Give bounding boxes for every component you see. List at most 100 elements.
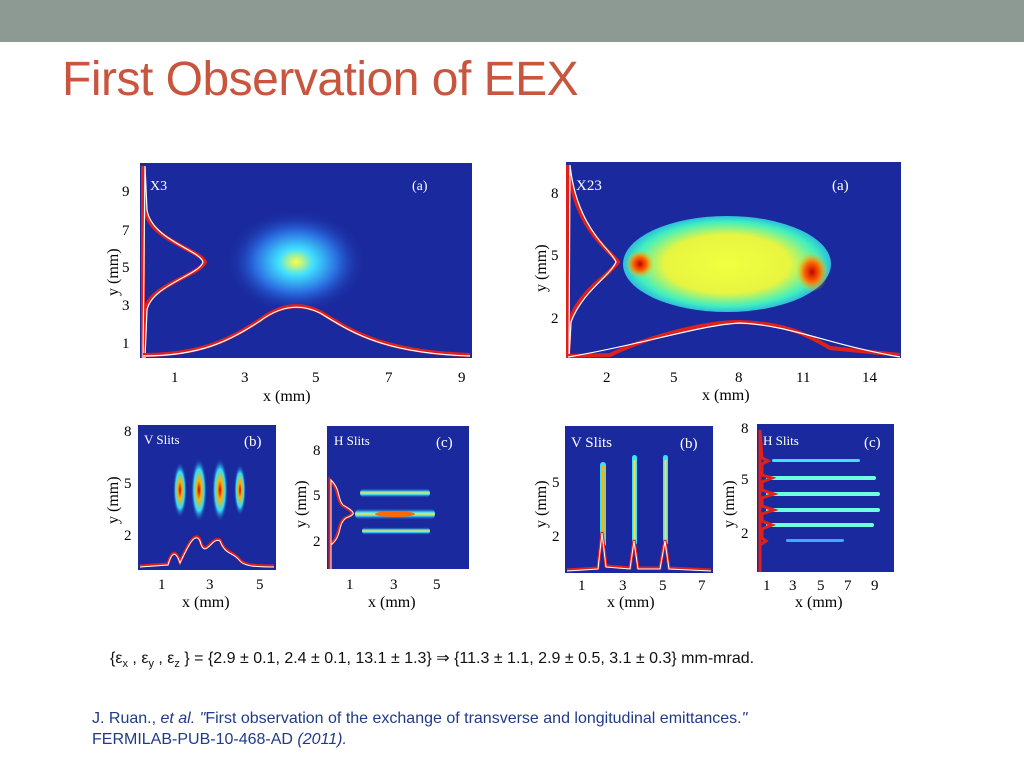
x-tick: 5 bbox=[256, 577, 264, 593]
panel-letter: (c) bbox=[864, 435, 881, 451]
y-ticks: 8 5 2 bbox=[313, 443, 321, 550]
ref-authors: J. Ruan., bbox=[92, 710, 157, 727]
y-axis-label: y (mm) bbox=[105, 248, 122, 296]
y-axis-label: y (mm) bbox=[533, 244, 550, 292]
y-tick: 3 bbox=[122, 298, 130, 314]
y-tick: 8 bbox=[551, 186, 559, 202]
x-profile bbox=[567, 319, 901, 358]
y-ticks: 9 7 5 3 1 bbox=[122, 184, 130, 352]
y-tick: 8 bbox=[741, 421, 749, 437]
y-axis-label: y (mm) bbox=[293, 480, 310, 528]
y-axis-label: y (mm) bbox=[533, 480, 550, 528]
slit-core bbox=[601, 465, 605, 543]
x-tick: 3 bbox=[206, 577, 214, 593]
x-tick: 5 bbox=[433, 577, 441, 593]
x-ticks: 1 3 5 7 bbox=[578, 578, 706, 594]
slit-image bbox=[766, 523, 874, 527]
y-tick: 5 bbox=[313, 488, 321, 504]
slit-core bbox=[633, 460, 636, 540]
eq-sep-1: , ε bbox=[127, 650, 149, 667]
figure-composite: X3 (a) 9 7 5 3 1 1 3 5 7 9 x (mm) y (mm)… bbox=[105, 162, 901, 611]
slit-image bbox=[766, 492, 880, 496]
slide-title: First Observation of EEX bbox=[62, 53, 579, 106]
screen-label: X3 bbox=[150, 179, 167, 194]
x-tick: 3 bbox=[241, 370, 249, 386]
x-axis-label: x (mm) bbox=[795, 594, 843, 611]
emittance-equation: {εx , εy , εz } = {2.9 ± 0.1, 2.4 ± 0.1,… bbox=[110, 648, 754, 670]
y-ticks: 8 5 2 bbox=[124, 424, 132, 544]
y-tick: 7 bbox=[122, 223, 130, 239]
plot-b-right: V Slits (b) 5 2 1 3 5 7 x (mm) y (mm) bbox=[533, 426, 713, 611]
x-tick: 3 bbox=[619, 578, 627, 594]
x-tick: 3 bbox=[789, 578, 797, 594]
y-tick: 8 bbox=[313, 443, 321, 459]
slit-image bbox=[234, 464, 246, 516]
panel-letter: (a) bbox=[412, 179, 428, 194]
slit-image bbox=[360, 488, 430, 498]
x-ticks: 1 3 5 bbox=[158, 577, 264, 593]
y-tick: 2 bbox=[124, 528, 132, 544]
y-tick: 5 bbox=[124, 476, 132, 492]
y-tick: 5 bbox=[551, 248, 559, 264]
panel-letter: (b) bbox=[244, 434, 262, 450]
ref-title: First observation of the exchange of tra… bbox=[205, 710, 742, 727]
y-tick: 2 bbox=[552, 529, 560, 545]
y-axis-label: y (mm) bbox=[105, 476, 122, 524]
x-tick: 14 bbox=[862, 370, 878, 386]
x-profile-fit bbox=[139, 537, 275, 568]
x-tick: 3 bbox=[390, 577, 398, 593]
x-tick: 1 bbox=[578, 578, 586, 594]
slit-label: H Slits bbox=[334, 433, 370, 448]
hot-spot-left bbox=[626, 250, 654, 278]
eq-sub-z: z bbox=[174, 658, 180, 671]
ref-etal: et al. bbox=[160, 710, 196, 727]
ref-year: (2011). bbox=[297, 731, 347, 748]
x-axis-label: x (mm) bbox=[368, 594, 416, 611]
y-ticks: 5 2 bbox=[552, 475, 560, 545]
eq-values: } = {2.9 ± 0.1, 2.4 ± 0.1, 13.1 ± 1.3} ⇒… bbox=[179, 650, 755, 667]
x-profile-fit bbox=[142, 306, 471, 357]
x-tick: 9 bbox=[871, 578, 879, 594]
x-tick: 7 bbox=[385, 370, 393, 386]
y-profile-fit bbox=[568, 164, 617, 359]
slit-label: V Slits bbox=[144, 432, 180, 447]
beam-spot bbox=[226, 210, 366, 314]
y-tick: 5 bbox=[122, 260, 130, 276]
y-profile bbox=[758, 429, 779, 572]
screen-label: X23 bbox=[576, 178, 602, 194]
x-tick: 5 bbox=[659, 578, 667, 594]
y-axis-label: y (mm) bbox=[721, 480, 738, 528]
plot-x3: X3 (a) 9 7 5 3 1 1 3 5 7 9 x (mm) y (mm) bbox=[105, 163, 472, 405]
y-tick: 8 bbox=[124, 424, 132, 440]
x-profile-fit bbox=[566, 532, 712, 572]
y-profile bbox=[141, 165, 208, 359]
hot-spot-right bbox=[796, 252, 828, 292]
plot-area bbox=[757, 424, 894, 572]
x-profile bbox=[142, 304, 471, 357]
y-tick: 1 bbox=[122, 336, 130, 352]
y-ticks: 8 5 2 bbox=[741, 421, 749, 542]
x-profile-fit bbox=[567, 322, 901, 358]
slit-label: H Slits bbox=[763, 433, 799, 448]
slit-image bbox=[212, 458, 228, 522]
y-ticks: 8 5 2 bbox=[551, 186, 559, 327]
plot-b-left: V Slits (b) 8 5 2 1 3 5 x (mm) y (mm) bbox=[105, 424, 276, 611]
x-tick: 1 bbox=[346, 577, 354, 593]
eq-open: {ε bbox=[110, 650, 123, 667]
y-profile-fit bbox=[142, 165, 204, 359]
y-profile bbox=[328, 476, 354, 569]
top-banner bbox=[0, 0, 1024, 42]
y-tick: 2 bbox=[313, 534, 321, 550]
y-profile-fit bbox=[330, 478, 354, 569]
slit-image bbox=[362, 527, 430, 535]
ref-quote-close: " bbox=[741, 710, 748, 727]
slit-image bbox=[766, 476, 876, 480]
y-profile bbox=[566, 164, 621, 359]
y-tick: 5 bbox=[552, 475, 560, 491]
x-axis-label: x (mm) bbox=[702, 387, 750, 404]
x-ticks: 1 3 5 bbox=[346, 577, 441, 593]
eq-sub-y: y bbox=[148, 658, 154, 671]
x-tick: 7 bbox=[844, 578, 852, 594]
slit-core bbox=[375, 511, 415, 517]
panel-letter: (c) bbox=[436, 435, 453, 451]
